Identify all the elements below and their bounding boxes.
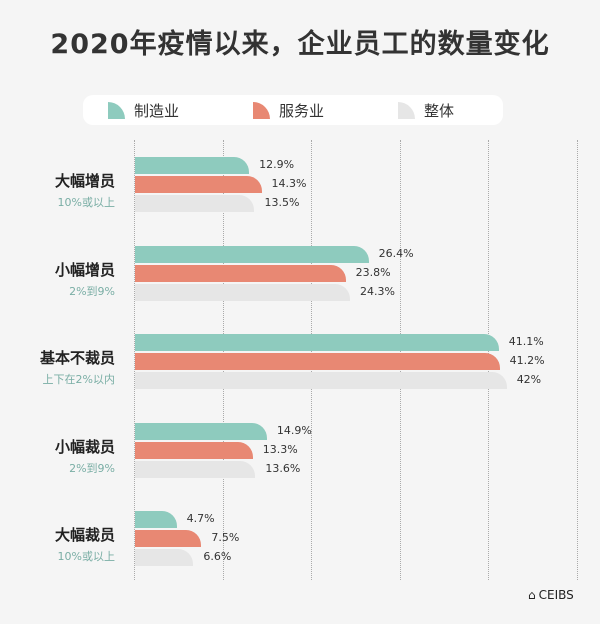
value-label: 42% [516,373,542,387]
value-label: 41.1% [508,335,544,349]
value-label: 24.3% [360,284,395,298]
bar [135,549,194,567]
category-label: 基本不裁员上下在2%以内 [40,347,115,387]
bar [135,176,262,193]
value-label: 12.9% [259,158,295,171]
category-sub: 上下在2%以内 [42,373,115,387]
gridline [134,140,135,580]
bar [135,283,351,301]
category-label: 小幅裁员 2%到9% [55,436,115,476]
value-label: 41.2% [509,354,545,368]
value-label: 6.6% [203,550,232,564]
bar [135,157,250,174]
bar [135,530,202,548]
bar [135,334,499,352]
legend-item: 服务业 [253,100,324,121]
category-main: 基本不裁员 [39,349,115,368]
category-main: 大幅增员 [54,172,115,190]
bar [135,372,507,390]
category-sub: 10%或以上 [57,550,115,564]
bar [135,353,500,371]
legend-swatch [108,102,125,119]
category-sub: 2%到9% [69,284,115,298]
legend-item: 整体 [398,100,454,121]
legend-label: 服务业 [279,102,325,120]
value-label: 7.5% [211,531,240,545]
legend-swatch [253,102,270,119]
category-sub: 2%到9% [69,461,115,475]
category-label: 大幅裁员 10%或以上 [55,524,115,564]
category-main: 大幅裁员 [54,526,115,545]
value-label: 13.6% [265,461,301,475]
category-label: 大幅增员 10%或以上 [55,170,115,210]
value-label: 14.9% [276,423,312,437]
category-main: 小幅裁员 [54,437,115,456]
chart-title: 2020年疫情以来，企业员工的数量变化 [50,29,550,60]
house-icon: ⌂ [528,588,536,602]
legend-item: 制造业 [108,100,179,121]
value-label: 13.3% [262,442,298,456]
category-label: 小幅增员 2%到9% [55,259,115,299]
logo-text: CEIBS [538,588,574,602]
value-label: 26.4% [378,246,414,260]
category-sub: 10%或以上 [57,196,115,209]
bar [135,441,253,459]
bar [135,245,369,263]
value-label: 4.7% [186,512,215,526]
bar [135,460,256,478]
gridline [576,140,578,580]
value-label: 23.8% [355,265,391,279]
bar [135,511,177,529]
legend-label: 制造业 [134,102,180,120]
bar [135,422,267,440]
legend: 制造业 服务业 整体 [83,95,503,125]
legend-label: 整体 [424,102,455,120]
bar [135,264,346,282]
bar [135,195,255,212]
value-label: 14.3% [271,177,307,190]
ceibs-logo: ⌂ CEIBS [528,588,574,602]
category-main: 小幅增员 [54,260,115,279]
value-label: 13.5% [264,196,300,209]
legend-swatch [398,102,415,119]
